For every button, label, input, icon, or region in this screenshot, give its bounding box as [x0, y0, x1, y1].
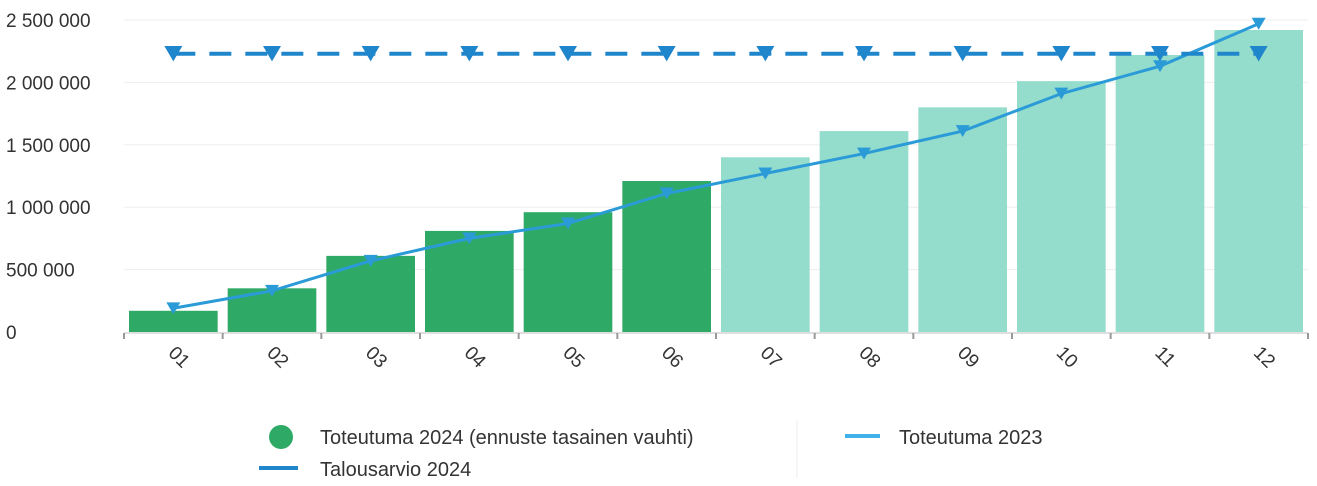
y-tick-label: 500 000: [6, 261, 75, 282]
marker-triangle: [756, 46, 775, 62]
bar: [819, 131, 909, 332]
bar: [1017, 81, 1106, 332]
legend-label: Toteutuma 2023: [899, 427, 1042, 449]
x-tick-label: 10: [1052, 343, 1082, 373]
bar: [129, 310, 218, 332]
bar: [1115, 54, 1205, 332]
marker-triangle: [1052, 46, 1071, 62]
bar: [918, 107, 1007, 332]
bar: [1214, 29, 1303, 332]
bar: [425, 230, 514, 332]
legend-label: Toteutuma 2024 (ennuste tasainen vauhti): [320, 427, 694, 449]
marker-triangle: [363, 254, 378, 267]
legend-item-toteutuma-2023[interactable]: Toteutuma 2023: [845, 427, 1042, 449]
y-tick-label: 2 000 000: [6, 73, 91, 94]
x-tick-label: 05: [558, 343, 588, 373]
x-tick-label: 09: [953, 343, 983, 373]
y-tick-label: 1 500 000: [6, 136, 91, 157]
bars-toteutuma-2024: [129, 29, 1303, 332]
marker-triangle: [263, 46, 281, 62]
marker-triangle: [460, 46, 479, 62]
marker-triangle: [559, 46, 577, 62]
series-toteutuma-2023: [166, 17, 1266, 315]
legend-symbol-circle: [269, 425, 293, 449]
bar: [326, 255, 415, 332]
x-tick-label: 01: [164, 343, 194, 373]
legend: Toteutuma 2024 (ennuste tasainen vauhti)…: [259, 420, 1042, 481]
marker-triangle: [1153, 60, 1167, 73]
bar: [721, 157, 810, 332]
x-axis: [123, 332, 1309, 339]
marker-triangle: [955, 125, 970, 138]
y-tick-label: 2 500 000: [6, 11, 91, 32]
legend-item-toteutuma-2024[interactable]: Toteutuma 2024 (ennuste tasainen vauhti): [269, 425, 694, 449]
marker-triangle: [561, 217, 575, 230]
marker-triangle: [1151, 46, 1169, 62]
marker-triangle: [164, 46, 183, 62]
marker-triangle: [855, 46, 873, 62]
bar: [622, 180, 711, 332]
bar: [523, 212, 613, 332]
marker-triangle: [1054, 87, 1069, 100]
marker-triangle: [659, 187, 674, 200]
x-axis-ticks: 01 02 03 04 05 06 07 08 09 10 11 12: [164, 343, 1279, 373]
y-tick-label: 1 000 000: [6, 198, 91, 219]
x-tick-label: 06: [657, 343, 687, 373]
legend-label: Talousarvio 2024: [320, 459, 471, 481]
marker-triangle: [265, 284, 279, 297]
x-tick-label: 04: [460, 343, 490, 373]
marker-triangle: [657, 46, 676, 62]
marker-triangle: [1249, 46, 1268, 62]
marker-triangle: [857, 147, 871, 160]
marker-triangle: [361, 46, 380, 62]
x-tick-label: 02: [262, 343, 292, 373]
y-tick-label: 0: [6, 323, 17, 344]
marker-triangle: [462, 232, 477, 245]
marker-triangle: [953, 46, 972, 62]
x-tick-label: 12: [1249, 343, 1279, 373]
series-line: [173, 22, 1260, 310]
y-axis-ticks: 0 500 000 1 000 000 1 500 000 2 000 000 2 500…: [6, 11, 91, 344]
marker-triangle: [1251, 17, 1266, 30]
legend-item-talousarvio-2024[interactable]: Talousarvio 2024: [259, 459, 471, 481]
marker-triangle: [758, 167, 773, 180]
grid-lines: [124, 19, 1308, 271]
x-tick-label: 08: [854, 343, 884, 373]
marker-triangle: [166, 302, 181, 315]
x-tick-label: 07: [756, 343, 786, 373]
series-talousarvio-2024: [164, 46, 1268, 62]
x-tick-label: 11: [1150, 343, 1179, 372]
x-tick-label: 03: [361, 343, 391, 373]
